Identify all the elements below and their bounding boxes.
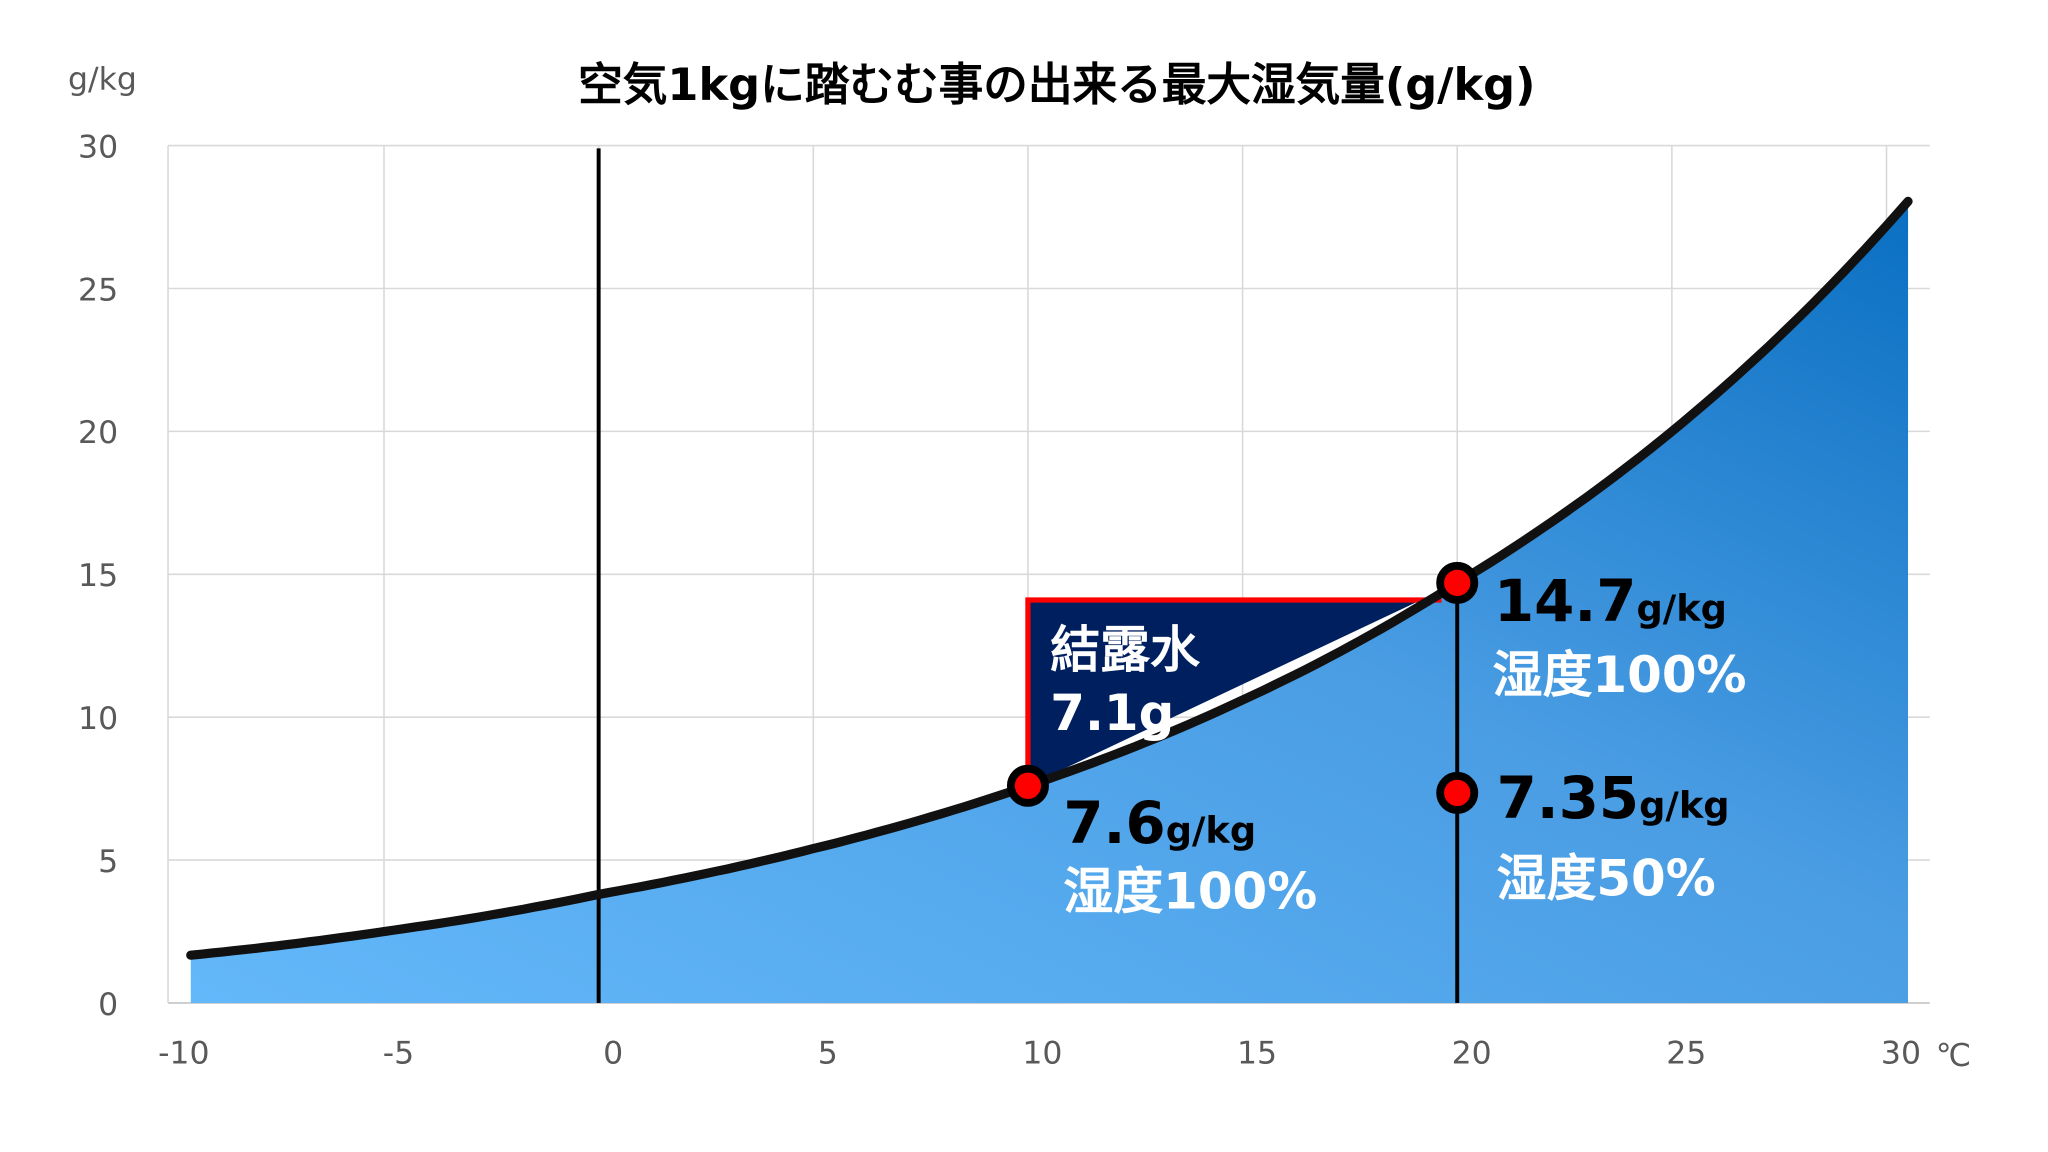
chart-title: 空気1kgに踏むむ事の出来る最大湿気量(g/kg) — [578, 59, 1535, 111]
x-tick-label: 20 — [1452, 1035, 1492, 1071]
point-value-label: 7.6g/kg — [1063, 789, 1256, 857]
point-value-label: 14.7g/kg — [1494, 567, 1727, 635]
point-humidity-label: 湿度100% — [1493, 646, 1747, 704]
point-humidity-label: 湿度100% — [1063, 862, 1317, 920]
x-tick-label: -5 — [383, 1035, 414, 1071]
x-tick-label: 10 — [1022, 1035, 1062, 1071]
y-tick-label: 10 — [78, 701, 118, 737]
data-point-marker — [1436, 771, 1479, 814]
point-value: 7.35 — [1497, 764, 1640, 832]
saturation-curve — [186, 196, 1913, 960]
point-value: 7.6 — [1063, 789, 1165, 857]
x-tick-label: 5 — [818, 1035, 838, 1071]
condensation-amount: 7.1g — [1050, 684, 1174, 742]
y-tick-label: 20 — [78, 415, 118, 451]
x-tick-label: 25 — [1666, 1035, 1706, 1071]
data-point-marker — [1436, 561, 1479, 604]
point-humidity-label: 湿度50% — [1497, 849, 1716, 907]
x-axis-label: ℃ — [1936, 1038, 1971, 1074]
condensation-area — [1027, 582, 1458, 786]
y-axis-label: g/kg — [68, 61, 137, 97]
x-tick-label: 30 — [1881, 1035, 1921, 1071]
point-unit: g/kg — [1636, 587, 1726, 630]
y-tick-label: 30 — [78, 129, 118, 165]
point-unit: g/kg — [1166, 809, 1256, 852]
saturation-area — [190, 201, 1909, 1003]
condensation-label: 結露水 — [1050, 621, 1201, 679]
x-tick-label: 0 — [603, 1035, 623, 1071]
y-tick-label: 15 — [78, 558, 118, 594]
y-tick-label: 25 — [78, 272, 118, 308]
x-tick-label: 15 — [1237, 1035, 1277, 1071]
point-value-label: 7.35g/kg — [1497, 764, 1730, 832]
condensation-border — [1025, 597, 1442, 786]
x-tick-label: -10 — [158, 1035, 209, 1071]
point-value: 14.7 — [1494, 567, 1637, 635]
data-point-marker — [1006, 764, 1049, 807]
y-tick-label: 5 — [98, 844, 118, 880]
y-tick-label: 0 — [98, 987, 118, 1023]
point-unit: g/kg — [1639, 784, 1729, 827]
